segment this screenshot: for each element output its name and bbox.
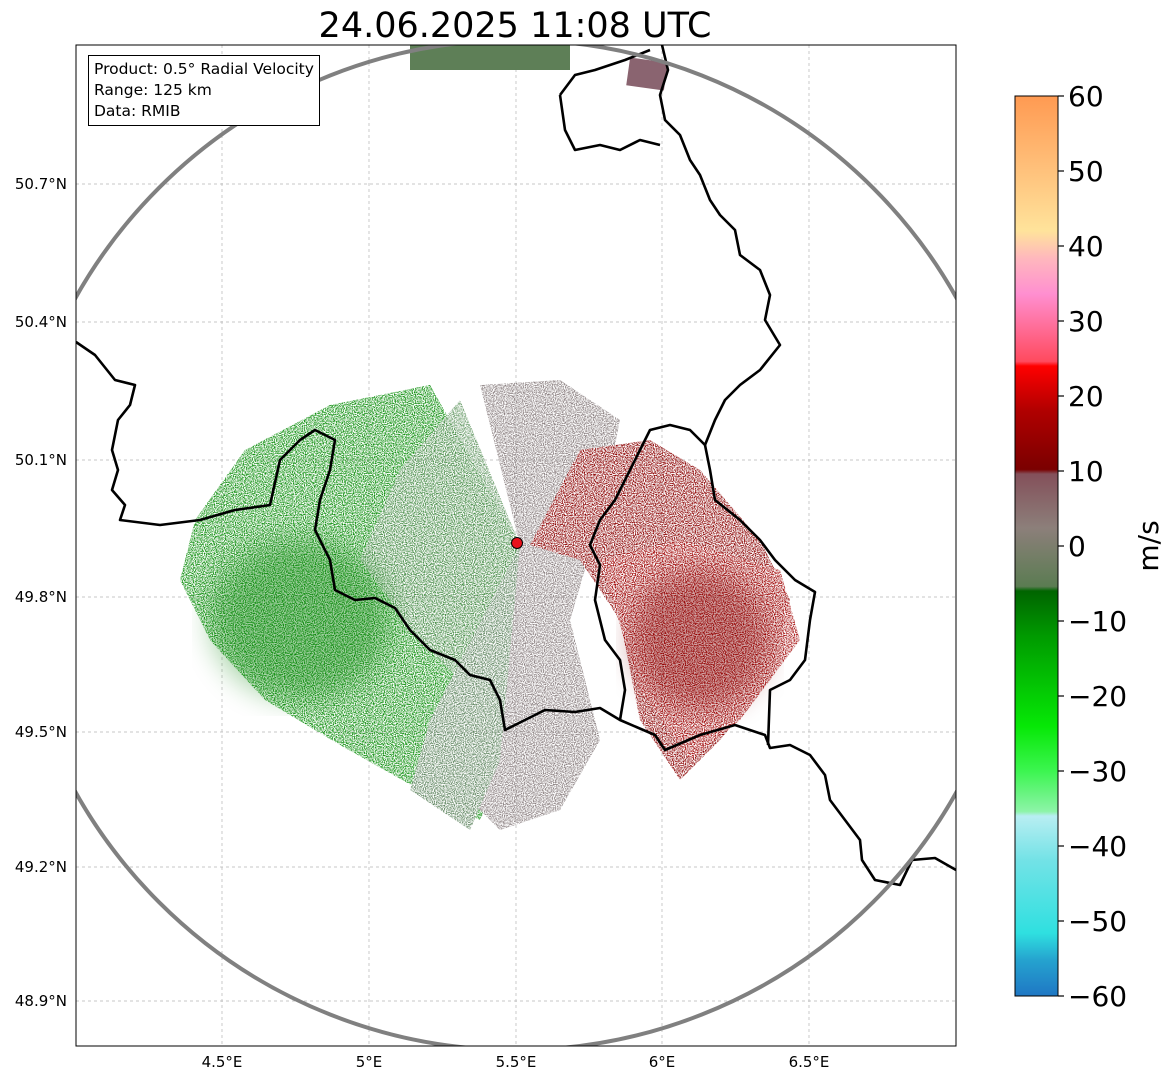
lon-label: 5°E [356, 1053, 383, 1071]
legend-data-source: Data: RMIB [94, 102, 181, 120]
lon-label: 5.5°E [496, 1053, 537, 1071]
border-belgium-france [76, 340, 956, 887]
country-borders [76, 45, 956, 887]
lat-label: 50.4°N [15, 313, 67, 331]
colorbar-tick: 10 [1068, 455, 1104, 488]
lat-label: 49.2°N [15, 858, 67, 876]
radar-site-marker [511, 537, 523, 549]
colorbar-tick: −30 [1068, 755, 1127, 788]
colorbar-tick: −20 [1068, 680, 1127, 713]
lat-label: 48.9°N [15, 992, 67, 1010]
lat-tick-labels: 50.7°N 50.4°N 50.1°N 49.8°N 49.5°N 49.2°… [15, 175, 67, 1010]
border-north-loop [558, 94, 661, 152]
legend-range: Range: 125 km [94, 81, 212, 99]
border-luxembourg-east [703, 444, 817, 746]
colorbar-tick: −50 [1068, 905, 1127, 938]
colorbar-tick: −40 [1068, 830, 1127, 863]
legend-product: Product: 0.5° Radial Velocity [94, 60, 314, 78]
colorbar-gradient [1014, 95, 1059, 997]
velocity-echoes [180, 45, 800, 830]
colorbar-tick: −60 [1068, 980, 1127, 1013]
colorbar-tick: 50 [1068, 155, 1104, 188]
echo-patch-northeast [626, 57, 668, 91]
colorbar-unit-label: m/s [1132, 520, 1165, 571]
colorbar-tick: 40 [1068, 230, 1104, 263]
info-legend: Product: 0.5° Radial Velocity Range: 125… [88, 55, 320, 126]
colorbar-tick: 20 [1068, 380, 1104, 413]
border-netherlands [558, 48, 651, 96]
map-area [75, 44, 957, 1047]
lon-label: 6°E [649, 1053, 676, 1071]
colorbar-tick: 30 [1068, 305, 1104, 338]
chart-title: 24.06.2025 11:08 UTC [319, 6, 712, 46]
lat-label: 50.7°N [15, 175, 67, 193]
colorbar-tick: 60 [1068, 80, 1104, 113]
colorbar-tick: −10 [1068, 605, 1127, 638]
border-luxembourg-west [588, 45, 782, 721]
lat-label: 50.1°N [15, 451, 67, 469]
colorbar: 60 50 40 30 20 10 0 −10 −20 −30 −40 −50 … [1014, 80, 1165, 1013]
lat-label: 49.5°N [15, 723, 67, 741]
lon-label: 4.5°E [202, 1053, 243, 1071]
lon-tick-labels: 4.5°E 5°E 5.5°E 6°E 6.5°E [202, 1053, 830, 1071]
map-frame [75, 44, 957, 1047]
lon-label: 6.5°E [789, 1053, 830, 1071]
colorbar-tick: 0 [1068, 530, 1086, 563]
lat-label: 49.8°N [15, 588, 67, 606]
echo-patch-north [410, 45, 570, 70]
